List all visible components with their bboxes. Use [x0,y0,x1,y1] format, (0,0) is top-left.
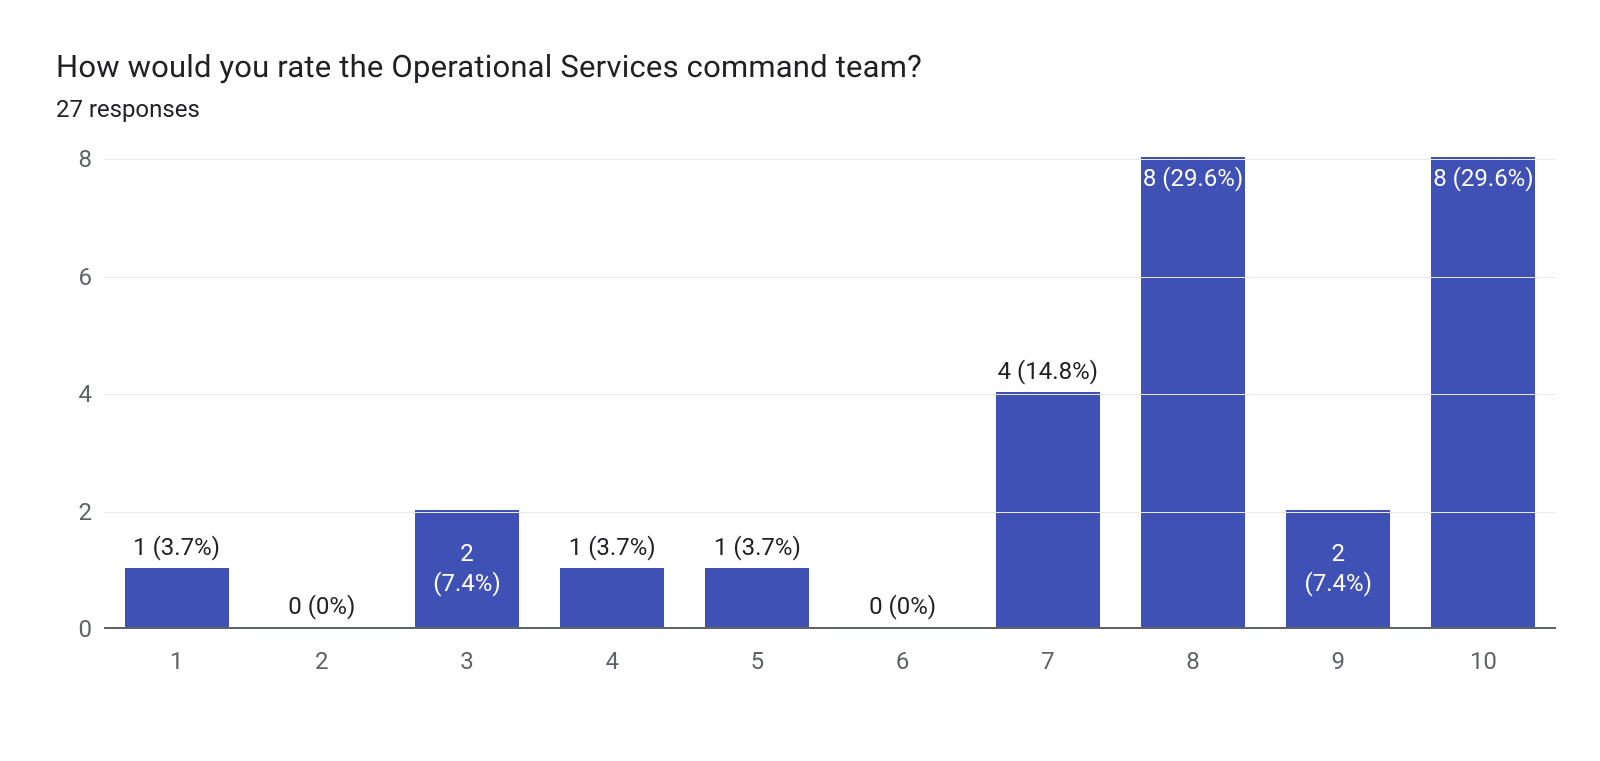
bar-slot: 0 (0%) [249,159,394,627]
bar: 1 (3.7%) [560,568,664,627]
x-tick-label: 3 [394,637,539,675]
bar-slot: 8 (29.6%) [1120,159,1265,627]
bar: 2(7.4%) [415,510,519,628]
y-tick-label: 2 [79,498,93,526]
bar-data-label: 0 (0%) [288,591,355,621]
x-tick-label: 2 [249,637,394,675]
bar-slot: 2(7.4%) [1266,159,1411,627]
x-tick-label: 4 [540,637,685,675]
bar-data-label: 1 (3.7%) [714,532,801,562]
bar: 4 (14.8%) [996,392,1100,627]
bar-data-label: 0 (0%) [869,591,936,621]
gridline [104,394,1556,395]
bar: 1 (3.7%) [125,568,229,627]
bar: 8 (29.6%) [1141,157,1245,627]
bar-slot: 1 (3.7%) [540,159,685,627]
plot-area: 1 (3.7%) 0 (0%) 2(7.4%) 1 (3.7%) 1 (3.7%) 0 (… [104,159,1556,629]
x-axis: 12345678910 [104,637,1556,675]
bar: 1 (3.7%) [705,568,809,627]
bar-slot: 1 (3.7%) [685,159,830,627]
bar-data-label: 4 (14.8%) [998,356,1098,386]
y-tick-label: 8 [79,145,93,173]
bar-data-label: 1 (3.7%) [569,532,656,562]
x-tick-label: 1 [104,637,249,675]
bar-slot: 0 (0%) [830,159,975,627]
gridline [104,159,1556,160]
bar-data-label: 8 (29.6%) [1143,163,1243,193]
y-tick-label: 4 [79,380,93,408]
x-tick-label: 7 [975,637,1120,675]
x-tick-label: 5 [685,637,830,675]
y-tick-label: 0 [79,615,93,643]
x-tick-label: 10 [1411,637,1556,675]
bar-data-label: 1 (3.7%) [133,532,220,562]
bar-data-label: 2(7.4%) [1304,538,1371,598]
chart-container: How would you rate the Operational Servi… [0,0,1600,761]
bar-data-label: 8 (29.6%) [1433,163,1533,193]
y-tick-label: 6 [79,263,93,291]
x-tick-label: 6 [830,637,975,675]
chart-plot-wrap: 02468 1 (3.7%)0 (0%)2(7.4%)1 (3.7%)1 (3.… [56,159,1556,699]
bar: 2(7.4%) [1286,510,1390,628]
bar-slot: 4 (14.8%) [975,159,1120,627]
gridline [104,277,1556,278]
chart-subtitle: 27 responses [56,95,1560,123]
bars-group: 1 (3.7%) 0 (0%) 2(7.4%) 1 (3.7%) 1 (3.7%) 0 (… [104,159,1556,627]
gridline [104,512,1556,513]
x-tick-label: 8 [1120,637,1265,675]
bar-slot: 8 (29.6%) [1411,159,1556,627]
bar-data-label: 2(7.4%) [433,538,500,598]
bar-slot: 1 (3.7%) [104,159,249,627]
x-tick-label: 9 [1266,637,1411,675]
y-axis: 02468 [56,159,104,629]
bar-slot: 2(7.4%) [394,159,539,627]
chart-title: How would you rate the Operational Servi… [56,48,1560,85]
bar: 8 (29.6%) [1431,157,1535,627]
